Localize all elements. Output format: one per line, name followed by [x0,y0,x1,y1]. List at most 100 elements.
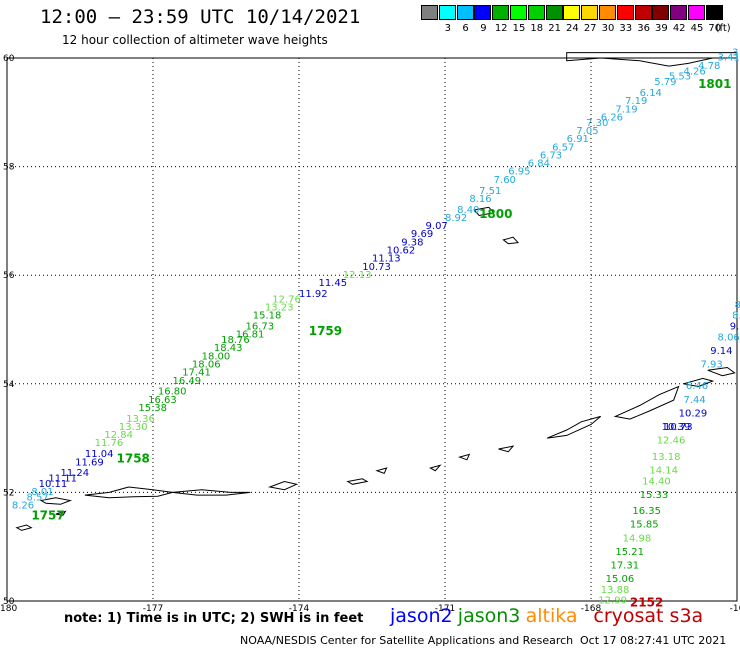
page-title: 12:00 – 23:59 UTC 10/14/2021 [40,6,361,28]
colorbar-swatch [688,5,705,20]
colorbar-label: 36 [637,23,650,34]
wave-height-label: 3.41 [718,53,740,64]
wave-height-label: 17.31 [610,560,639,571]
coastline [502,236,520,245]
wave-height-label: 8 [735,300,740,311]
wave-height-label: 11.45 [318,278,347,289]
colorbar-swatch [634,5,652,20]
wave-height-label: 10.73 [362,262,391,273]
colorbar-swatch [421,5,438,20]
legend-item: altika [525,605,578,627]
latitude-tick-label: 56 [3,271,15,281]
wave-height-label: 15.18 [253,311,282,322]
wave-height-label: 10.39 [662,422,691,433]
wave-height-label: 8.01 [31,487,53,498]
wave-height-label: 12.46 [657,436,686,447]
wave-height-label: 11.69 [75,457,104,468]
wave-height-label: 12.84 [104,430,133,441]
wave-height-label: 8.92 [445,213,467,224]
wave-height-label: 8.26 [12,501,34,512]
colorbar-label: 45 [690,23,704,34]
colorbar-swatch [581,5,599,20]
wave-height-label: 8.40 [457,205,479,216]
wave-height-label: 8.9 [732,311,740,322]
wave-height-label: 12.76 [272,294,301,305]
wave-height-label: 15.06 [606,574,635,585]
wave-height-label: 10.73 [664,422,693,433]
pass-time-label: 2152 [630,595,663,609]
colorbar-label: 27 [583,23,597,34]
colorbar-swatch [545,5,563,20]
coastline [683,377,715,388]
page-subtitle: 12 hour collection of altimeter wave hei… [62,33,328,47]
colorbar-swatch [599,5,616,20]
wave-height-label: 13.88 [601,585,630,596]
pass-time-label: 1759 [309,324,342,338]
coastline [346,478,369,485]
wave-height-label: 16.73 [245,322,274,333]
coastline [566,52,738,67]
wave-height-label: 16.80 [158,387,187,398]
wave-height-label: 16.35 [632,506,661,517]
wave-height-label: 6.14 [640,88,662,99]
pass-time-label: 1758 [117,452,150,466]
wave-height-label: 4.78 [698,61,720,72]
wave-height-label: 16.63 [148,395,177,406]
wave-height-label: 6.95 [508,167,530,178]
colorbar-swatch [705,5,723,20]
legend-item: cryosat s3a [593,605,704,627]
colorbar-label: 12 [494,23,508,34]
wave-height-label: 8.16 [469,194,491,205]
wave-height-label: 10.29 [679,408,708,419]
coastline [473,206,495,217]
colorbar-swatch [492,5,510,20]
wave-height-label: 7.51 [479,186,501,197]
wave-height-label: 6.26 [601,112,623,123]
colorbar-label: 42 [672,23,686,34]
map-frame [6,57,738,602]
colorbar-swatch [616,5,634,20]
wave-height-label: 7.60 [494,175,516,186]
coastline [707,366,736,377]
coastline [172,489,251,496]
colorbar-swatch [670,5,688,20]
wave-height-label: 14.14 [649,465,678,476]
coastline [547,415,602,439]
wave-height-label: 4.26 [683,66,705,77]
wave-height-label: 7.05 [576,126,598,137]
colorbar-label: 70 [708,23,722,34]
colorbar-unit: (ft) [715,23,731,34]
wave-height-label: 9.07 [426,221,448,232]
colorbar-swatch [456,5,474,20]
colorbar-label: 9 [480,23,487,34]
pass-time-label: 1801 [698,77,731,91]
wave-height-label: 15.33 [640,490,669,501]
colorbar-swatch [510,5,527,20]
wave-height-label: 6.84 [528,159,550,170]
longitude-tick-label: -16 [730,604,740,614]
coastline [55,510,67,516]
colorbar-label: 30 [601,23,615,34]
wave-height-label: 9.36 [730,322,740,333]
latitude-tick-label: 58 [3,163,15,173]
longitude-tick-label: -168 [581,604,602,614]
wave-height-label: 11.92 [299,289,328,300]
wave-height-label: 12.13 [343,270,372,281]
wave-height-label: 18.43 [214,343,243,354]
longitude-tick-label: -180 [0,604,17,614]
wave-height-label: 6.57 [552,142,574,153]
colorbar-swatch [474,5,492,20]
wave-height-label: 12.99 [598,596,627,607]
wave-height-label: 14.98 [623,533,652,544]
colorbar-swatch [652,5,670,20]
wave-height-label: 16.49 [172,376,201,387]
wave-height-label: 9.38 [401,237,423,248]
wave-height-label: 6.73 [540,150,562,161]
wave-height-label: 18.06 [192,360,221,371]
wave-height-label: 11.24 [61,468,90,479]
wave-height-label: 13.23 [265,302,294,313]
wave-height-label: 17.41 [182,368,211,379]
coastline [613,385,680,420]
latitude-tick-label: 52 [3,488,14,498]
wave-height-label: 13.30 [119,422,148,433]
